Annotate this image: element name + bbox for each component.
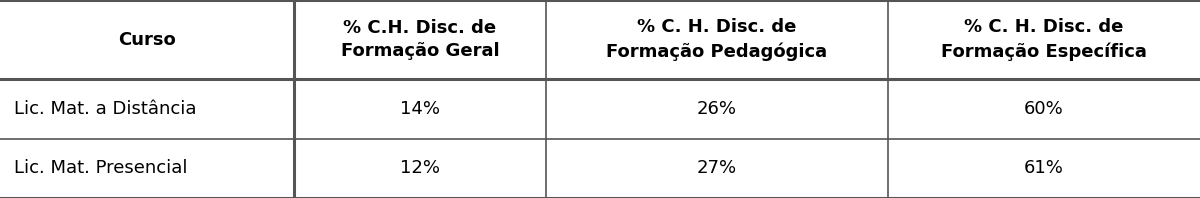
Text: % C. H. Disc. de
Formação Pedagógica: % C. H. Disc. de Formação Pedagógica xyxy=(606,18,828,61)
Text: 12%: 12% xyxy=(400,159,440,177)
Text: Curso: Curso xyxy=(118,31,176,49)
Text: 61%: 61% xyxy=(1024,159,1064,177)
Text: % C. H. Disc. de
Formação Específica: % C. H. Disc. de Formação Específica xyxy=(941,18,1147,61)
Text: 14%: 14% xyxy=(400,100,440,118)
Text: Lic. Mat. a Distância: Lic. Mat. a Distância xyxy=(14,100,197,118)
Text: 26%: 26% xyxy=(697,100,737,118)
Text: % C.H. Disc. de
Formação Geral: % C.H. Disc. de Formação Geral xyxy=(341,19,499,60)
Text: 27%: 27% xyxy=(697,159,737,177)
Text: 60%: 60% xyxy=(1024,100,1064,118)
Text: Lic. Mat. Presencial: Lic. Mat. Presencial xyxy=(14,159,188,177)
